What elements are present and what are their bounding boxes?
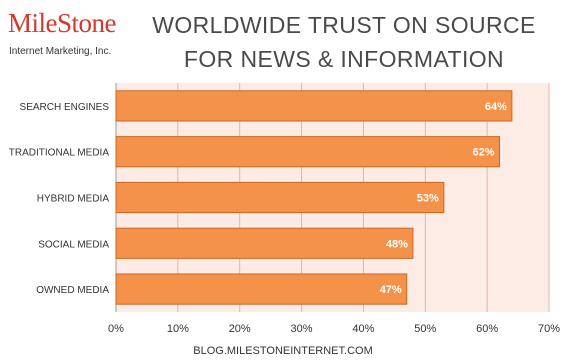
category-label: TRADITIONAL MEDIA (9, 148, 110, 159)
data-label: 53% (417, 193, 439, 205)
data-label: 47% (380, 284, 402, 296)
milestone-logo: MileStone Internet Marketing, Inc. (8, 8, 128, 68)
footer-url: BLOG.MILESTONEINTERNET.COM (193, 345, 373, 357)
data-label: 48% (386, 238, 408, 250)
x-tick-label: 50% (414, 323, 436, 335)
chart-title: WORLDWIDE TRUST ON SOURCE FOR NEWS & INF… (152, 12, 536, 72)
data-label: 64% (485, 101, 507, 113)
x-tick-label: 70% (538, 323, 560, 335)
x-tick-label: 20% (229, 323, 251, 335)
logo-tagline: Internet Marketing, Inc. (9, 46, 112, 57)
x-tick-label: 10% (167, 323, 189, 335)
logo-name: MileStone (8, 8, 117, 38)
category-label: SEARCH ENGINES (20, 102, 110, 113)
data-label: 62% (472, 147, 494, 159)
plot-area: 0% 10% 20% 30% 40% 50% 60% 70% 64% SEARCH ENGINES… (9, 83, 560, 335)
x-tick-label: 40% (352, 323, 374, 335)
x-tick-label: 0% (108, 323, 124, 335)
bar (115, 181, 445, 214)
bar (115, 227, 414, 259)
bar (115, 90, 513, 122)
category-label: OWNED MEDIA (36, 285, 109, 296)
category-label: HYBRID MEDIA (37, 194, 110, 205)
bar (115, 136, 501, 168)
x-tick-label: 60% (476, 323, 498, 335)
category-label: SOCIAL MEDIA (38, 239, 109, 250)
bar (115, 273, 408, 305)
x-tick-label: 30% (291, 323, 313, 335)
